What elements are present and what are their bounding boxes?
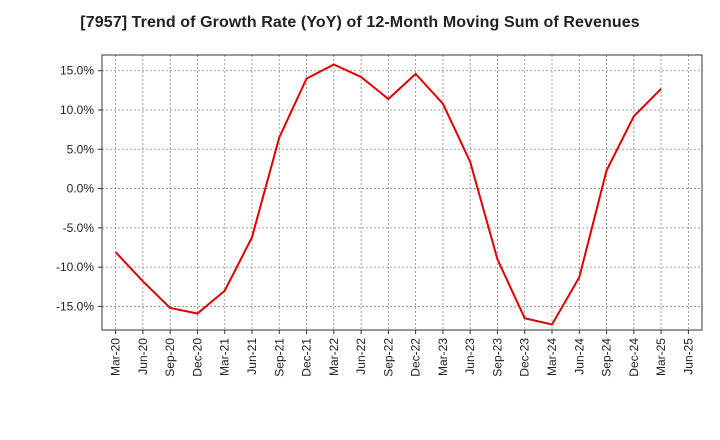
data-point bbox=[551, 324, 553, 326]
data-point bbox=[333, 63, 335, 65]
x-tick-label: Sep-20 bbox=[163, 338, 177, 377]
series-line bbox=[114, 63, 662, 326]
data-point bbox=[115, 251, 117, 253]
data-point bbox=[660, 88, 662, 90]
data-point bbox=[578, 276, 580, 278]
x-tick-label: Jun-21 bbox=[245, 338, 259, 375]
x-tick-label: Sep-23 bbox=[490, 338, 504, 377]
data-point bbox=[633, 115, 635, 117]
data-point bbox=[606, 170, 608, 172]
x-tick-label: Jun-25 bbox=[681, 338, 695, 375]
y-tick-label: 5.0% bbox=[67, 142, 95, 156]
x-tick-label: Mar-24 bbox=[545, 338, 559, 376]
data-point bbox=[442, 103, 444, 105]
data-point bbox=[496, 258, 498, 260]
x-tick-label: Mar-21 bbox=[218, 338, 232, 376]
x-tick-label: Jun-23 bbox=[463, 338, 477, 375]
data-point bbox=[142, 280, 144, 282]
data-point bbox=[360, 76, 362, 78]
y-tick-label: -10.0% bbox=[56, 260, 94, 274]
data-point bbox=[251, 236, 253, 238]
data-point bbox=[524, 317, 526, 319]
x-tick-label: Sep-21 bbox=[272, 338, 286, 377]
y-tick-label: -5.0% bbox=[63, 221, 95, 235]
data-point bbox=[415, 73, 417, 75]
data-point bbox=[196, 313, 198, 315]
y-tick-label: -15.0% bbox=[56, 299, 94, 313]
plot-border bbox=[101, 54, 703, 331]
x-tick-label: Mar-23 bbox=[436, 338, 450, 376]
x-tick-label: Mar-25 bbox=[654, 338, 668, 376]
chart-title: [7957] Trend of Growth Rate (YoY) of 12-… bbox=[80, 14, 640, 31]
x-tick-label: Dec-22 bbox=[409, 338, 423, 377]
y-tick-label: 10.0% bbox=[60, 103, 94, 117]
x-tick-label: Dec-24 bbox=[627, 338, 641, 377]
x-tick-label: Dec-23 bbox=[518, 338, 532, 377]
data-point bbox=[278, 137, 280, 139]
x-tick-label: Jun-24 bbox=[572, 338, 586, 375]
x-tick-label: Jun-22 bbox=[354, 338, 368, 375]
y-tick-label: 15.0% bbox=[60, 64, 94, 78]
data-point bbox=[387, 98, 389, 100]
x-tick-label: Jun-20 bbox=[136, 338, 150, 375]
data-point bbox=[169, 307, 171, 309]
data-point bbox=[469, 161, 471, 163]
x-tick-label: Sep-24 bbox=[600, 338, 614, 377]
data-point bbox=[224, 290, 226, 292]
x-tick-label: Dec-21 bbox=[300, 338, 314, 377]
x-tick-label: Mar-22 bbox=[327, 338, 341, 376]
data-point bbox=[306, 78, 308, 80]
x-tick-label: Mar-20 bbox=[109, 338, 123, 376]
x-tick-label: Dec-20 bbox=[190, 338, 204, 377]
x-tick-label: Sep-22 bbox=[381, 338, 395, 377]
y-tick-label: 0.0% bbox=[67, 182, 95, 196]
